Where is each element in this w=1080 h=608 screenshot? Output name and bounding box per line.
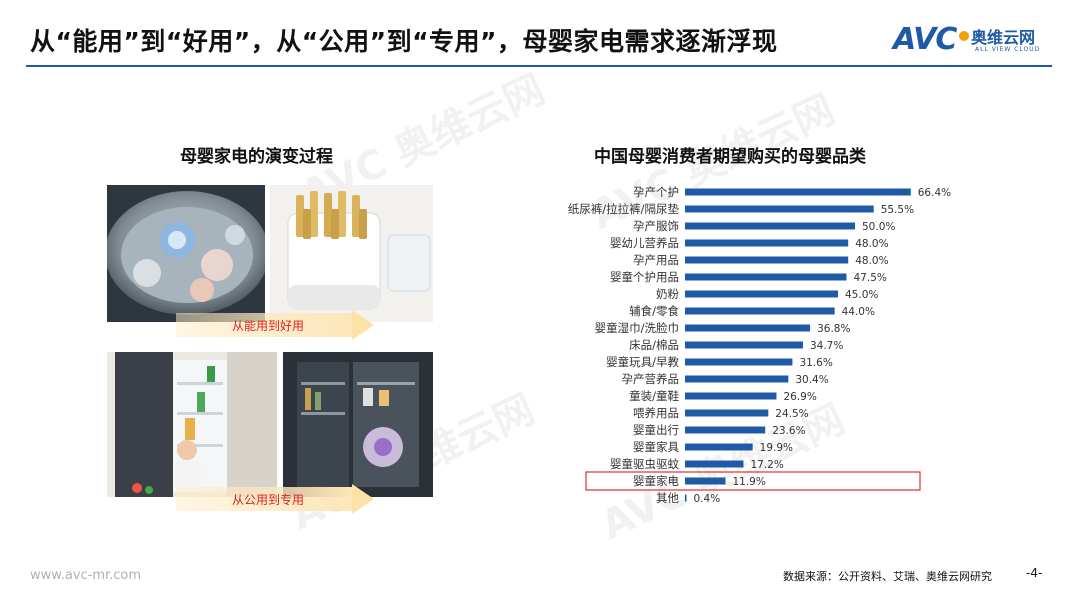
bar (685, 222, 855, 230)
chart-title: 中国母婴消费者期望购买的母婴品类 (594, 147, 866, 167)
bar (685, 307, 835, 315)
arrow-right-icon (352, 310, 374, 340)
value-label: 26.9% (783, 391, 816, 403)
value-label: 50.0% (862, 221, 895, 233)
category-label: 纸尿裤/拉拉裤/隔尿垫 (568, 202, 680, 216)
evolution-arrow-1: 从能用到好用 (176, 310, 374, 340)
arrow-label-2: 从公用到专用 (232, 493, 305, 507)
value-label: 55.5% (881, 204, 914, 216)
bar (685, 239, 849, 247)
category-label: 其他 (656, 491, 679, 505)
value-label: 11.9% (732, 476, 765, 488)
bar (685, 460, 744, 468)
bar (685, 273, 847, 281)
evolution-arrow-2: 从公用到专用 (176, 484, 374, 514)
value-label: 19.9% (760, 442, 793, 454)
category-label: 喂养用品 (633, 406, 679, 420)
arrow-right-icon (352, 484, 374, 514)
value-label: 47.5% (854, 272, 887, 284)
photo-bottle-sterilizer (270, 185, 433, 322)
category-label: 婴童驱虫驱蚊 (610, 457, 679, 471)
bar (685, 477, 726, 485)
category-label: 奶粉 (656, 287, 679, 301)
category-label: 婴童家具 (633, 440, 679, 454)
value-label: 30.4% (795, 374, 828, 386)
category-label: 辅食/零食 (629, 304, 679, 318)
photo-boiling-pot (107, 185, 265, 322)
value-label: 45.0% (845, 289, 878, 301)
logo-text: AVC (893, 22, 957, 57)
bar (685, 188, 911, 196)
value-label: 34.7% (810, 340, 843, 352)
bar-chart: 孕产个护 66.4% 纸尿裤/拉拉裤/隔尿垫 55.5% 孕产服饰 50.0% 婴幼儿营养品… (568, 185, 951, 505)
bar (685, 375, 789, 383)
bar (685, 358, 793, 366)
page-header: 从“能用”到“好用”，从“公用”到“专用”，母婴家电需求逐渐浮现 (30, 22, 890, 62)
header-divider (26, 65, 1052, 67)
value-label: 0.4% (694, 493, 721, 505)
category-label: 婴幼儿营养品 (610, 236, 679, 250)
page-number: -4- (1026, 566, 1043, 580)
value-label: 17.2% (750, 459, 783, 471)
bar (685, 324, 811, 332)
bar (685, 256, 849, 264)
category-label: 婴童玩具/早教 (606, 355, 679, 369)
logo-dot-icon (959, 31, 969, 41)
value-label: 48.0% (855, 238, 888, 250)
left-panel-title: 母婴家电的演变过程 (180, 147, 333, 167)
value-label: 44.0% (842, 306, 875, 318)
arrow-label-1: 从能用到好用 (232, 319, 305, 333)
category-label: 婴童家电 (633, 474, 679, 488)
category-label: 童装/童鞋 (629, 389, 679, 403)
bar (685, 409, 769, 417)
category-label: 孕产营养品 (622, 372, 680, 386)
logo-cn: 奥维云网 (971, 28, 1036, 47)
bar (685, 494, 687, 502)
category-label: 婴童出行 (633, 423, 679, 437)
value-label: 48.0% (855, 255, 888, 267)
highlight-box (585, 471, 921, 491)
category-label: 婴童个护用品 (610, 270, 679, 284)
bar (685, 205, 874, 213)
category-label: 孕产服饰 (633, 219, 679, 233)
data-source-note: 数据来源：公开资料、艾瑞、奥维云网研究 (783, 570, 992, 583)
value-label: 66.4% (918, 187, 951, 199)
logo-en: ALL VIEW CLOUD (975, 46, 1041, 53)
bar (685, 443, 753, 451)
bar (685, 392, 777, 400)
category-label: 床品/棉品 (629, 338, 679, 352)
category-label: 孕产个护 (633, 185, 679, 199)
value-label: 23.6% (772, 425, 805, 437)
avc-logo: AVC 奥维云网 ALL VIEW CLOUD (893, 22, 1053, 58)
footer-url[interactable]: www.avc-mr.com (30, 568, 142, 583)
photo-child-refrigerator (107, 352, 277, 497)
bar (685, 290, 838, 298)
bar (685, 426, 766, 434)
page-title: 从“能用”到“好用”，从“公用”到“专用”，母婴家电需求逐渐浮现 (30, 27, 778, 56)
category-label: 婴童湿巾/洗脸巾 (595, 321, 679, 335)
photo-dedicated-refrigerator (283, 352, 433, 497)
bar (685, 341, 803, 349)
value-label: 36.8% (817, 323, 850, 335)
category-label: 孕产用品 (633, 253, 679, 267)
value-label: 31.6% (799, 357, 832, 369)
value-label: 24.5% (775, 408, 808, 420)
